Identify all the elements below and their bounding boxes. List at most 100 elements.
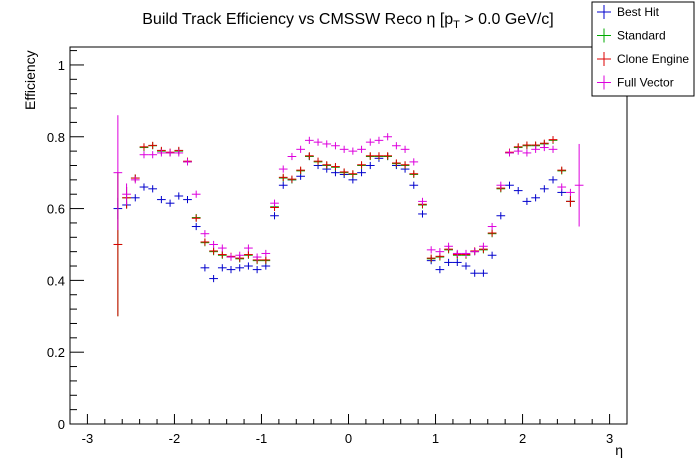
data-point: [191, 222, 201, 231]
x-tick-label: 1: [432, 431, 439, 446]
data-point: [165, 149, 175, 157]
data-point: [148, 185, 158, 193]
data-point: [566, 188, 575, 197]
y-tick-label: 1: [58, 58, 65, 73]
series-clone-engine: [113, 136, 575, 317]
data-series: [113, 115, 584, 317]
data-point: [496, 181, 506, 189]
y-tick-label: 0.6: [47, 202, 65, 217]
data-point: [409, 181, 419, 189]
data-point: [209, 274, 218, 283]
data-point: [548, 145, 558, 153]
data-point: [244, 250, 253, 259]
series-standard: [113, 136, 575, 317]
data-point: [426, 246, 436, 254]
data-point: [165, 199, 175, 207]
data-point: [383, 152, 393, 160]
data-point: [400, 161, 410, 169]
data-point: [313, 157, 323, 165]
data-point: [357, 169, 366, 177]
data-point: [392, 159, 401, 167]
x-axis: -3 -2 -1 0 1 2 3: [69, 414, 628, 446]
data-point: [322, 140, 332, 148]
data-point: [235, 264, 245, 272]
data-point: [522, 197, 532, 205]
legend-label: Best Hit: [617, 5, 660, 19]
data-point: [139, 151, 149, 159]
data-point: [392, 142, 401, 150]
data-point: [348, 147, 358, 155]
chart-title-end: > 0.0 GeV/c]: [460, 11, 554, 28]
data-point: [435, 266, 445, 274]
plot-frame: [69, 46, 628, 425]
data-point: [270, 199, 279, 207]
legend-label: Standard: [617, 29, 666, 43]
x-tick-label: 3: [606, 431, 613, 446]
data-point: [174, 149, 184, 157]
data-point: [157, 149, 166, 157]
data-point: [322, 161, 332, 169]
data-point: [365, 161, 375, 170]
x-tick-label: 0: [345, 431, 352, 446]
data-point: [574, 143, 584, 227]
legend: Best Hit Standard Clone Engine Full Vector: [591, 1, 695, 97]
data-point: [531, 145, 540, 153]
data-point: [278, 165, 288, 173]
data-point: [566, 196, 575, 207]
data-point: [365, 152, 375, 160]
data-point: [296, 166, 305, 174]
y-axis-label: Efficiency: [22, 50, 38, 110]
data-point: [409, 158, 419, 166]
data-point: [139, 143, 149, 151]
data-point: [157, 196, 166, 204]
data-point: [548, 136, 558, 144]
data-point: [452, 249, 462, 258]
data-point: [374, 136, 384, 144]
data-point: [487, 229, 497, 237]
data-point: [374, 152, 384, 160]
data-point: [339, 168, 349, 176]
data-point: [130, 194, 140, 202]
data-point: [513, 147, 523, 155]
data-point: [452, 258, 462, 267]
data-point: [557, 166, 567, 174]
data-point: [548, 176, 558, 184]
data-point: [557, 183, 567, 191]
data-point: [357, 145, 366, 153]
legend-item: Best Hit: [597, 5, 660, 19]
data-point: [479, 269, 488, 277]
data-point: [235, 251, 245, 259]
data-point: [226, 266, 236, 274]
data-point: [539, 143, 549, 152]
data-point: [435, 248, 445, 256]
data-point: [444, 258, 453, 267]
data-point: [304, 136, 314, 144]
data-point: [418, 197, 427, 205]
data-point: [531, 194, 540, 202]
legend-label: Clone Engine: [617, 52, 689, 66]
data-point: [200, 230, 210, 238]
chart-title: Build Track Efficiency vs CMSSW Reco η […: [142, 11, 553, 31]
data-point: [383, 133, 393, 141]
data-point: [139, 183, 149, 191]
x-tick-label: -1: [256, 431, 268, 446]
data-point: [348, 170, 358, 178]
data-point: [183, 158, 192, 166]
data-point: [539, 185, 549, 193]
data-point: [513, 187, 523, 195]
data-point: [470, 248, 480, 256]
data-point: [148, 141, 158, 149]
data-point: [522, 149, 532, 157]
data-point: [183, 196, 192, 204]
data-point: [148, 151, 158, 159]
data-point: [444, 242, 453, 250]
legend-item: Standard: [597, 28, 666, 43]
data-point: [479, 242, 488, 250]
data-point: [191, 214, 201, 222]
data-point: [200, 264, 210, 272]
data-point: [505, 149, 514, 157]
data-point: [261, 256, 271, 264]
data-point: [130, 176, 140, 184]
data-point: [304, 152, 314, 160]
data-point: [261, 249, 271, 258]
